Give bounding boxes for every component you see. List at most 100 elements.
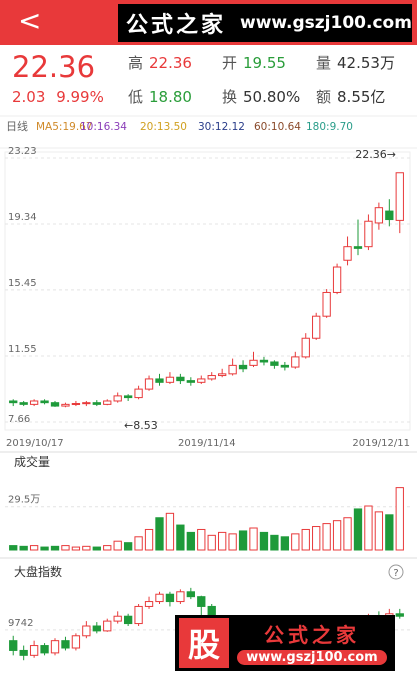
candle-body: [176, 591, 185, 603]
volume-bar: [123, 542, 133, 551]
candle-body: [40, 645, 49, 654]
footer-title: 公式之家: [264, 623, 360, 647]
candle-body: [186, 380, 195, 383]
candle-body: [312, 315, 321, 339]
candle-body: [322, 291, 331, 317]
volume-bar: [353, 508, 363, 551]
stat: 换 50.80%: [222, 86, 300, 107]
ma-label: 60:10.64: [254, 121, 301, 133]
candle-body: [113, 395, 122, 402]
date-label: 2019/12/11: [352, 438, 410, 449]
volume-bar: [176, 524, 185, 551]
candle-body: [82, 625, 91, 637]
watermark-title: 公式之家: [126, 13, 227, 38]
volume-bar: [50, 545, 60, 551]
volume-bar: [207, 534, 216, 551]
volume-bar: [218, 531, 227, 551]
volume-bar: [61, 545, 70, 551]
volume-bar: [165, 512, 175, 551]
stat: 高 22.36: [128, 52, 192, 73]
volume-bar: [291, 533, 300, 551]
help-icon[interactable]: ?: [393, 568, 398, 579]
candle-body: [9, 640, 18, 651]
y-tick-label: 19.34: [8, 212, 37, 223]
volume-bar: [270, 534, 279, 551]
stat-value: 19.55: [243, 54, 286, 72]
candle-body: [197, 378, 206, 383]
stat-value: 22.36: [149, 54, 192, 72]
candle-body: [395, 613, 404, 617]
stat-label: 额: [316, 88, 332, 106]
candle-body: [103, 400, 112, 405]
volume-bar: [19, 545, 28, 551]
low-label: ←8.53: [124, 419, 158, 432]
y-tick-label: 9742: [8, 618, 33, 629]
candle-body: [374, 207, 384, 224]
index-title: 大盘指数: [14, 564, 62, 579]
date-label: 2019/10/17: [6, 438, 64, 449]
candle-body: [61, 640, 70, 649]
candle-body: [280, 364, 290, 368]
candle-body: [249, 359, 258, 366]
candle-body: [29, 400, 39, 405]
header: < 公式之家 www.gszj100.com: [0, 0, 417, 45]
volume-bar: [92, 546, 101, 551]
volume-bar: [374, 511, 384, 551]
candle-body: [50, 640, 60, 654]
volume-bar: [280, 536, 290, 551]
ma-label: 30:12.12: [198, 121, 245, 133]
high-label: 22.36→: [355, 148, 396, 161]
candle-body: [228, 364, 237, 375]
ma-label: MA5:19.67: [36, 121, 93, 133]
candle-body: [343, 246, 352, 261]
candle-body: [144, 601, 154, 607]
change: 2.03 9.99%: [12, 88, 104, 106]
candle-body: [123, 395, 133, 399]
candle-body: [218, 373, 227, 377]
price: 22.36: [12, 50, 96, 84]
y-tick-label: 15.45: [8, 278, 37, 289]
candle-body: [270, 361, 279, 366]
stat: 开 19.55: [222, 52, 286, 73]
period: 日线: [6, 119, 28, 133]
volume-bar: [395, 487, 404, 551]
volume-bar: [186, 531, 195, 551]
stat: 低 18.80: [128, 86, 192, 107]
volume-bar: [40, 546, 49, 551]
volume-bar: [197, 528, 206, 551]
candle-body: [186, 591, 195, 598]
back-button[interactable]: <: [18, 4, 42, 37]
candle-body: [82, 402, 91, 405]
stat-value: 50.80%: [243, 88, 301, 106]
candle-body: [29, 645, 39, 656]
candle-body: [165, 593, 175, 603]
volume-bar: [238, 530, 248, 551]
volume-bar: [82, 545, 91, 551]
candle-body: [385, 210, 394, 221]
stat-label: 量: [316, 54, 332, 72]
stat-label: 开: [222, 54, 238, 72]
y-tick-label: 11.55: [8, 344, 37, 355]
volume-bar: [385, 514, 394, 551]
candle-body: [155, 378, 164, 383]
candle-body: [291, 356, 300, 368]
candle-body: [113, 615, 122, 622]
volume-bar: [343, 517, 352, 551]
volume-bar: [144, 528, 154, 551]
candle-body: [19, 649, 28, 656]
volume-bar: [134, 536, 143, 551]
candle-body: [238, 364, 248, 370]
stat-label: 低: [128, 88, 144, 106]
volume-bar: [29, 545, 39, 551]
candle-body: [134, 388, 143, 399]
candle-body: [92, 402, 101, 405]
candle-body: [71, 635, 81, 649]
volume-bar: [312, 526, 321, 551]
candle-body: [61, 403, 70, 407]
change-pct: 9.99%: [56, 88, 104, 106]
footer-url: www.gszj100.com: [237, 650, 387, 665]
volume-bar: [103, 545, 112, 551]
y-tick-label: 23.23: [8, 146, 37, 157]
candle-body: [364, 220, 373, 248]
